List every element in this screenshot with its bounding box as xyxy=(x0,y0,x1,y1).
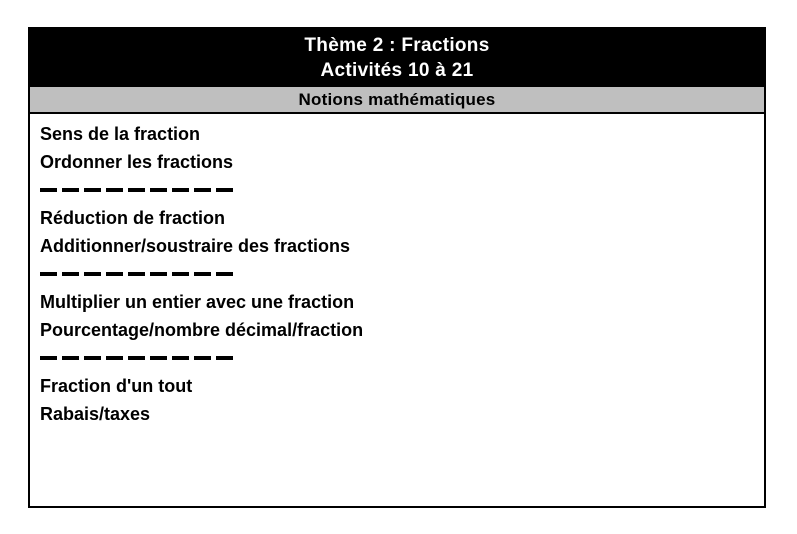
notion-item: Rabais/taxes xyxy=(40,404,151,424)
notion-item: Pourcentage/nombre décimal/fraction xyxy=(40,320,364,340)
notion-item: Sens de la fraction xyxy=(40,124,201,144)
activities-range: Activités 10 à 21 xyxy=(320,60,474,81)
column-header-notions: Notions mathématiques xyxy=(298,90,496,109)
worksheet-table: Thème 2 : Fractions Activités 10 à 21 No… xyxy=(28,27,766,508)
group-separator xyxy=(40,356,235,360)
notion-item: Ordonner les fractions xyxy=(40,152,234,172)
group-separator xyxy=(40,272,235,276)
notion-item: Réduction de fraction xyxy=(40,208,226,228)
notion-item: Additionner/soustraire des fractions xyxy=(40,236,351,256)
notion-item: Fraction d'un tout xyxy=(40,376,193,396)
table-subheader: Notions mathématiques xyxy=(30,87,764,114)
notion-item: Multiplier un entier avec une fraction xyxy=(40,292,355,312)
table-body: Sens de la fraction Ordonner les fractio… xyxy=(30,114,764,428)
group-separator xyxy=(40,188,235,192)
table-header: Thème 2 : Fractions Activités 10 à 21 xyxy=(30,29,764,87)
theme-title: Thème 2 : Fractions xyxy=(304,35,490,56)
